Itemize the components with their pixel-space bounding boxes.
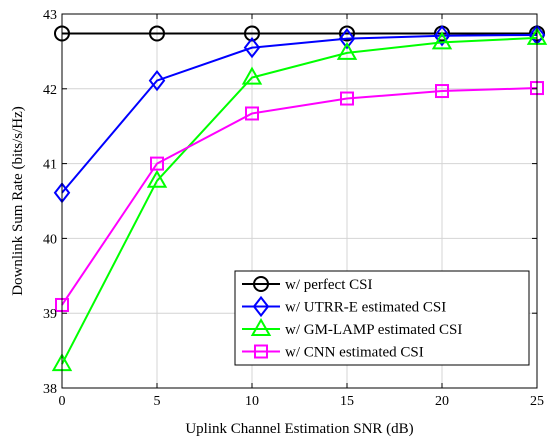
y-tick-label: 41	[43, 158, 57, 173]
x-tick-label: 5	[154, 394, 161, 409]
series-line	[61, 87, 538, 306]
axes: 0 5 10 15 20 25 38 39 40 41 42 43	[43, 8, 544, 409]
series-line	[61, 36, 538, 365]
series-group	[51, 24, 548, 372]
data-point	[338, 28, 356, 50]
data-point	[336, 41, 358, 60]
legend-swatch-marker	[252, 295, 270, 318]
legend-label: w/ perfect CSI	[285, 277, 372, 293]
y-tick-label: 38	[43, 382, 57, 397]
legend-label: w/ CNN estimated CSI	[285, 345, 424, 361]
legend: w/ perfect CSI w/ UTRR-E estimated CSI w/ …	[234, 270, 530, 366]
data-point	[245, 106, 259, 121]
legend-item: w/ CNN estimated CSI	[242, 344, 424, 361]
x-tick-label: 10	[245, 394, 259, 409]
data-point	[433, 25, 451, 47]
data-point	[148, 69, 166, 92]
legend-item: w/ UTRR-E estimated CSI	[242, 295, 446, 318]
data-point	[149, 25, 165, 42]
data-point	[146, 169, 168, 188]
grid	[61, 13, 538, 389]
y-tick-label: 39	[43, 307, 57, 322]
data-point	[243, 37, 261, 59]
data-point	[340, 91, 354, 106]
x-tick-label: 0	[59, 394, 66, 409]
legend-swatch-marker	[254, 344, 268, 359]
series-line	[61, 33, 538, 194]
legend-box	[234, 270, 530, 366]
legend-item: w/ perfect CSI	[242, 276, 372, 293]
legend-label: w/ UTRR-E estimated CSI	[285, 300, 446, 316]
x-tick-label: 20	[435, 394, 449, 409]
plot-frame	[61, 13, 538, 389]
y-axis-label: Downlink Sum Rate (bits/s/Hz)	[10, 106, 26, 296]
legend-swatch-marker	[250, 317, 272, 336]
legend-swatch-marker	[253, 276, 269, 292]
x-tick-label: 15	[340, 394, 354, 409]
data-point	[435, 84, 449, 99]
y-tick-label: 43	[43, 8, 57, 23]
data-point	[339, 25, 355, 42]
data-point	[241, 66, 263, 85]
legend-item: w/ GM-LAMP estimated CSI	[242, 317, 462, 338]
data-point	[431, 31, 453, 50]
data-point	[150, 156, 164, 171]
x-axis-label: Uplink Channel Estimation SNR (dB)	[185, 421, 413, 437]
y-tick-label: 40	[43, 232, 57, 247]
x-tick-label: 25	[530, 394, 544, 409]
legend-label: w/ GM-LAMP estimated CSI	[285, 322, 462, 338]
data-point	[244, 25, 260, 42]
y-tick-label: 42	[43, 83, 57, 98]
